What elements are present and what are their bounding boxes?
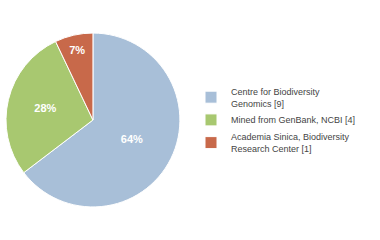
svg-text:7%: 7% [69,44,85,56]
svg-text:Academia Sinica, BiodiversityR: Academia Sinica, BiodiversityResearch Ce… [231,132,350,154]
svg-text:64%: 64% [121,133,143,145]
svg-text:28%: 28% [34,102,56,114]
svg-text:Mined from GenBank, NCBI [4]: Mined from GenBank, NCBI [4] [231,115,355,125]
svg-text:Centre for BiodiversityGenomic: Centre for BiodiversityGenomics [9] [231,87,320,109]
